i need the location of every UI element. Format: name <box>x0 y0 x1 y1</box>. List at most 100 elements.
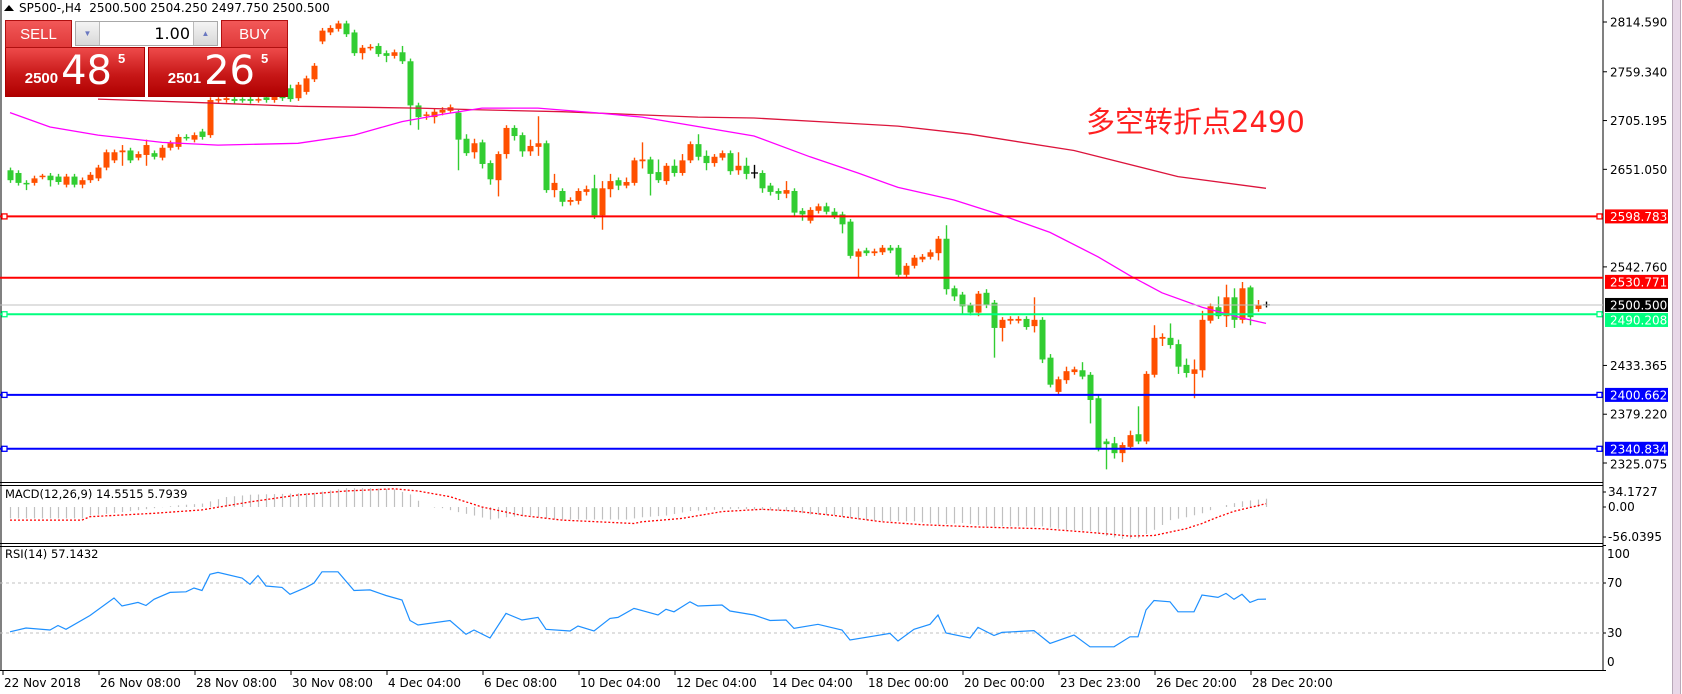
candle-body <box>95 167 102 179</box>
candle-body <box>175 136 182 147</box>
candle-body <box>679 160 686 173</box>
level-anchor-handle[interactable] <box>1596 445 1603 452</box>
candle <box>535 116 542 156</box>
candle <box>751 164 758 179</box>
sell-button[interactable]: SELL <box>5 20 72 48</box>
candle-body <box>239 99 246 101</box>
candle-body <box>767 185 774 192</box>
candle-body <box>343 23 350 35</box>
candle <box>735 152 742 175</box>
candle <box>287 84 294 102</box>
candle-body <box>383 53 390 56</box>
buy-button[interactable]: BUY <box>221 20 288 48</box>
candle-body <box>1103 441 1110 445</box>
level-anchor-handle[interactable] <box>1 391 8 399</box>
candle <box>167 140 174 151</box>
candle <box>503 125 510 159</box>
candle <box>663 163 670 185</box>
candle-body <box>895 247 902 275</box>
time-tick-label: 18 Dec 00:00 <box>868 676 949 690</box>
candle <box>359 45 366 60</box>
candle <box>1095 395 1102 452</box>
candle <box>399 45 406 64</box>
time-tick-label: 26 Nov 08:00 <box>100 676 181 690</box>
candle-body <box>551 182 558 191</box>
level-anchor-handle[interactable] <box>1 311 8 318</box>
level-anchor-handle[interactable] <box>1 445 8 452</box>
level-anchor-handle[interactable] <box>1596 213 1603 220</box>
candle-body <box>135 154 142 158</box>
lot-size-stepper: ▼ ▲ <box>75 21 218 46</box>
candle-body <box>47 175 54 181</box>
high-readout: 2504.250 <box>150 1 208 15</box>
candle-body <box>287 88 294 100</box>
price-tick-label: 2759.340 <box>1610 65 1667 79</box>
window-edge-scrollbar[interactable] <box>1672 0 1681 694</box>
triangle-up-icon[interactable] <box>4 5 14 11</box>
candle <box>1079 362 1086 380</box>
time-tick-label: 28 Nov 08:00 <box>196 676 277 690</box>
candle <box>1047 354 1054 388</box>
candle <box>151 150 158 160</box>
candle <box>799 208 806 221</box>
candle-body <box>399 52 406 62</box>
candle-body <box>759 172 766 189</box>
candle <box>1159 333 1166 346</box>
candle-body <box>335 23 342 29</box>
candle-body <box>1223 297 1230 317</box>
candle <box>639 142 646 169</box>
level-anchor-handle[interactable] <box>1596 311 1603 318</box>
candle-body <box>703 155 710 164</box>
macd-axis-label: 34.1727 <box>1608 485 1658 499</box>
candle-body <box>1087 374 1094 401</box>
candle-body <box>839 214 846 225</box>
candle-body <box>983 292 990 305</box>
candle <box>935 236 942 261</box>
level-anchor-handle[interactable] <box>1596 391 1603 399</box>
sell-price-button[interactable]: 2500 48 5 <box>5 47 145 97</box>
candle <box>1231 288 1238 328</box>
candle <box>127 147 134 164</box>
candle-body <box>511 127 518 137</box>
candle <box>1007 316 1014 325</box>
candle <box>87 172 94 183</box>
candle-body <box>1175 344 1182 367</box>
candle-body <box>231 99 238 101</box>
candle <box>1143 371 1150 445</box>
candle <box>63 173 70 188</box>
level-anchor-handle[interactable] <box>1 213 8 220</box>
candle <box>687 141 694 164</box>
candle-body <box>1007 318 1014 321</box>
candle <box>463 134 470 156</box>
candle <box>911 254 918 269</box>
lot-increase-button[interactable]: ▲ <box>193 22 217 45</box>
lot-decrease-button[interactable]: ▼ <box>76 22 100 45</box>
candle <box>959 291 966 315</box>
price-tick-label: 2379.220 <box>1610 408 1667 422</box>
candle <box>247 96 254 104</box>
candle <box>655 159 662 183</box>
candle-body <box>351 32 358 54</box>
level-price-label: 2340.834 <box>1610 442 1667 456</box>
candle <box>679 154 686 176</box>
candle-body <box>143 145 150 155</box>
candle-body <box>815 206 822 211</box>
candle-body <box>111 152 118 161</box>
candle <box>783 181 790 199</box>
candle-body <box>103 152 110 168</box>
candle-body <box>471 143 478 153</box>
candle <box>1151 325 1158 378</box>
lot-size-input[interactable] <box>100 22 193 45</box>
candle <box>863 247 870 256</box>
candle <box>335 20 342 32</box>
candle <box>615 177 622 191</box>
candle-body <box>943 238 950 290</box>
rsi-indicator-label: RSI(14) 57.1432 <box>5 547 99 561</box>
candle <box>135 151 142 161</box>
candle-body <box>823 206 830 212</box>
candle <box>1167 323 1174 349</box>
buy-price-button[interactable]: 2501 26 5 <box>148 47 288 97</box>
price-tick-label: 2433.365 <box>1610 359 1667 373</box>
time-tick-label: 10 Dec 04:00 <box>580 676 661 690</box>
